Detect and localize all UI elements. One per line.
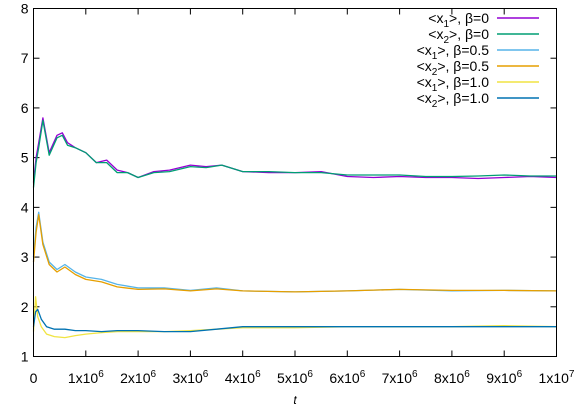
x-tick-label: 3x106 bbox=[172, 369, 208, 386]
legend-label: <x2>, β=0 bbox=[428, 26, 489, 46]
series-lines bbox=[32, 117, 557, 339]
legend: <x1>, β=0<x2>, β=0<x1>, β=0.5<x2>, β=0.5… bbox=[417, 10, 539, 110]
legend-label: <x2>, β=0.5 bbox=[417, 58, 490, 78]
legend-label: <x1>, β=0 bbox=[428, 10, 489, 30]
x-tick-labels: 0 1x106 2x106 3x106 4x106 5x106 6x106 7x106 8x10… bbox=[30, 369, 575, 386]
x-tick-label: 6x106 bbox=[329, 369, 365, 386]
y-tick-label: 1 bbox=[21, 349, 29, 365]
y-tick-label: 5 bbox=[21, 150, 29, 166]
x-tick-label: 7x106 bbox=[382, 369, 418, 386]
x-tick-label: 0 bbox=[30, 370, 38, 386]
x-tick-label: 4x106 bbox=[225, 369, 261, 386]
y-tick-label: 4 bbox=[21, 199, 29, 215]
series-line bbox=[32, 117, 557, 183]
x-tick-label: 9x106 bbox=[486, 369, 522, 386]
legend-label: <x1>, β=1.0 bbox=[417, 74, 490, 94]
x-tick-label: 1x106 bbox=[68, 369, 104, 386]
y-tick-label: 3 bbox=[21, 249, 29, 265]
x-tick-label: 8x106 bbox=[434, 369, 470, 386]
x-axis-label: t bbox=[293, 393, 297, 407]
series-line bbox=[32, 214, 557, 293]
plot-frame bbox=[33, 8, 557, 357]
legend-label: <x1>, β=0.5 bbox=[417, 42, 490, 62]
x-tick-label: 1x107 bbox=[539, 369, 575, 386]
y-tick-label: 2 bbox=[21, 299, 29, 315]
legend-label: <x2>, β=1.0 bbox=[417, 90, 490, 110]
x-tick-label: 5x106 bbox=[277, 369, 313, 386]
y-tick-labels: 1 2 3 4 5 6 7 8 bbox=[21, 1, 29, 365]
y-tick-label: 8 bbox=[21, 1, 29, 17]
y-tick-label: 6 bbox=[21, 100, 29, 116]
series-line bbox=[32, 119, 557, 188]
x-tick-label: 2x106 bbox=[120, 369, 156, 386]
series-line bbox=[32, 308, 557, 333]
y-tick-label: 7 bbox=[21, 50, 29, 66]
